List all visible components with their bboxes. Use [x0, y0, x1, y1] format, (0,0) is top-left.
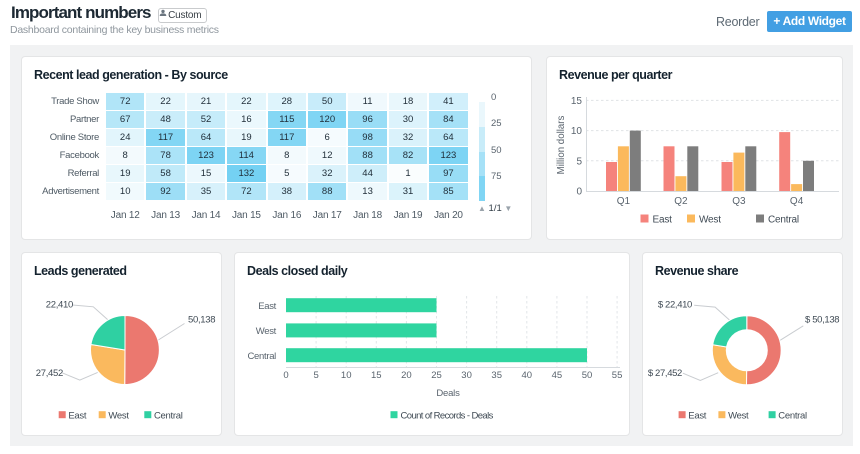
- svg-text:10: 10: [571, 126, 583, 137]
- svg-text:$ 27,452: $ 27,452: [648, 368, 682, 379]
- svg-text:15: 15: [371, 370, 382, 381]
- svg-text:50,138: 50,138: [188, 315, 215, 326]
- svg-text:Q1: Q1: [617, 196, 631, 207]
- svg-text:0: 0: [283, 370, 288, 381]
- svg-text:Q3: Q3: [732, 196, 746, 207]
- svg-text:40: 40: [522, 370, 533, 381]
- svg-text:West: West: [728, 410, 749, 421]
- svg-text:5: 5: [313, 370, 318, 381]
- svg-text:27,452: 27,452: [36, 368, 63, 379]
- svg-text:Central: Central: [154, 410, 183, 421]
- svg-text:Count of Records - Deals: Count of Records - Deals: [401, 410, 494, 421]
- svg-text:Central: Central: [778, 410, 807, 421]
- svg-text:5: 5: [576, 156, 582, 167]
- svg-text:East: East: [653, 215, 673, 226]
- svg-text:30: 30: [461, 370, 472, 381]
- svg-text:22,410: 22,410: [46, 300, 73, 311]
- svg-text:20: 20: [401, 370, 412, 381]
- svg-text:0: 0: [576, 187, 582, 198]
- svg-text:Q4: Q4: [790, 196, 804, 207]
- svg-text:Central: Central: [247, 351, 276, 362]
- svg-text:East: East: [688, 410, 706, 421]
- svg-text:45: 45: [552, 370, 563, 381]
- svg-text:35: 35: [491, 370, 502, 381]
- svg-text:$ 50,138: $ 50,138: [805, 315, 839, 326]
- svg-text:Million dollars: Million dollars: [556, 116, 567, 175]
- svg-text:East: East: [68, 410, 86, 421]
- svg-text:$ 22,410: $ 22,410: [658, 300, 692, 311]
- svg-text:West: West: [699, 215, 721, 226]
- svg-text:Central: Central: [768, 215, 799, 226]
- svg-text:Deals: Deals: [436, 388, 460, 399]
- svg-text:15: 15: [571, 96, 583, 107]
- svg-text:10: 10: [341, 370, 352, 381]
- svg-text:East: East: [258, 301, 276, 312]
- svg-text:West: West: [256, 326, 277, 337]
- svg-text:50: 50: [582, 370, 593, 381]
- svg-text:Q2: Q2: [674, 196, 688, 207]
- svg-text:West: West: [108, 410, 129, 421]
- svg-text:25: 25: [431, 370, 442, 381]
- svg-text:55: 55: [612, 370, 623, 381]
